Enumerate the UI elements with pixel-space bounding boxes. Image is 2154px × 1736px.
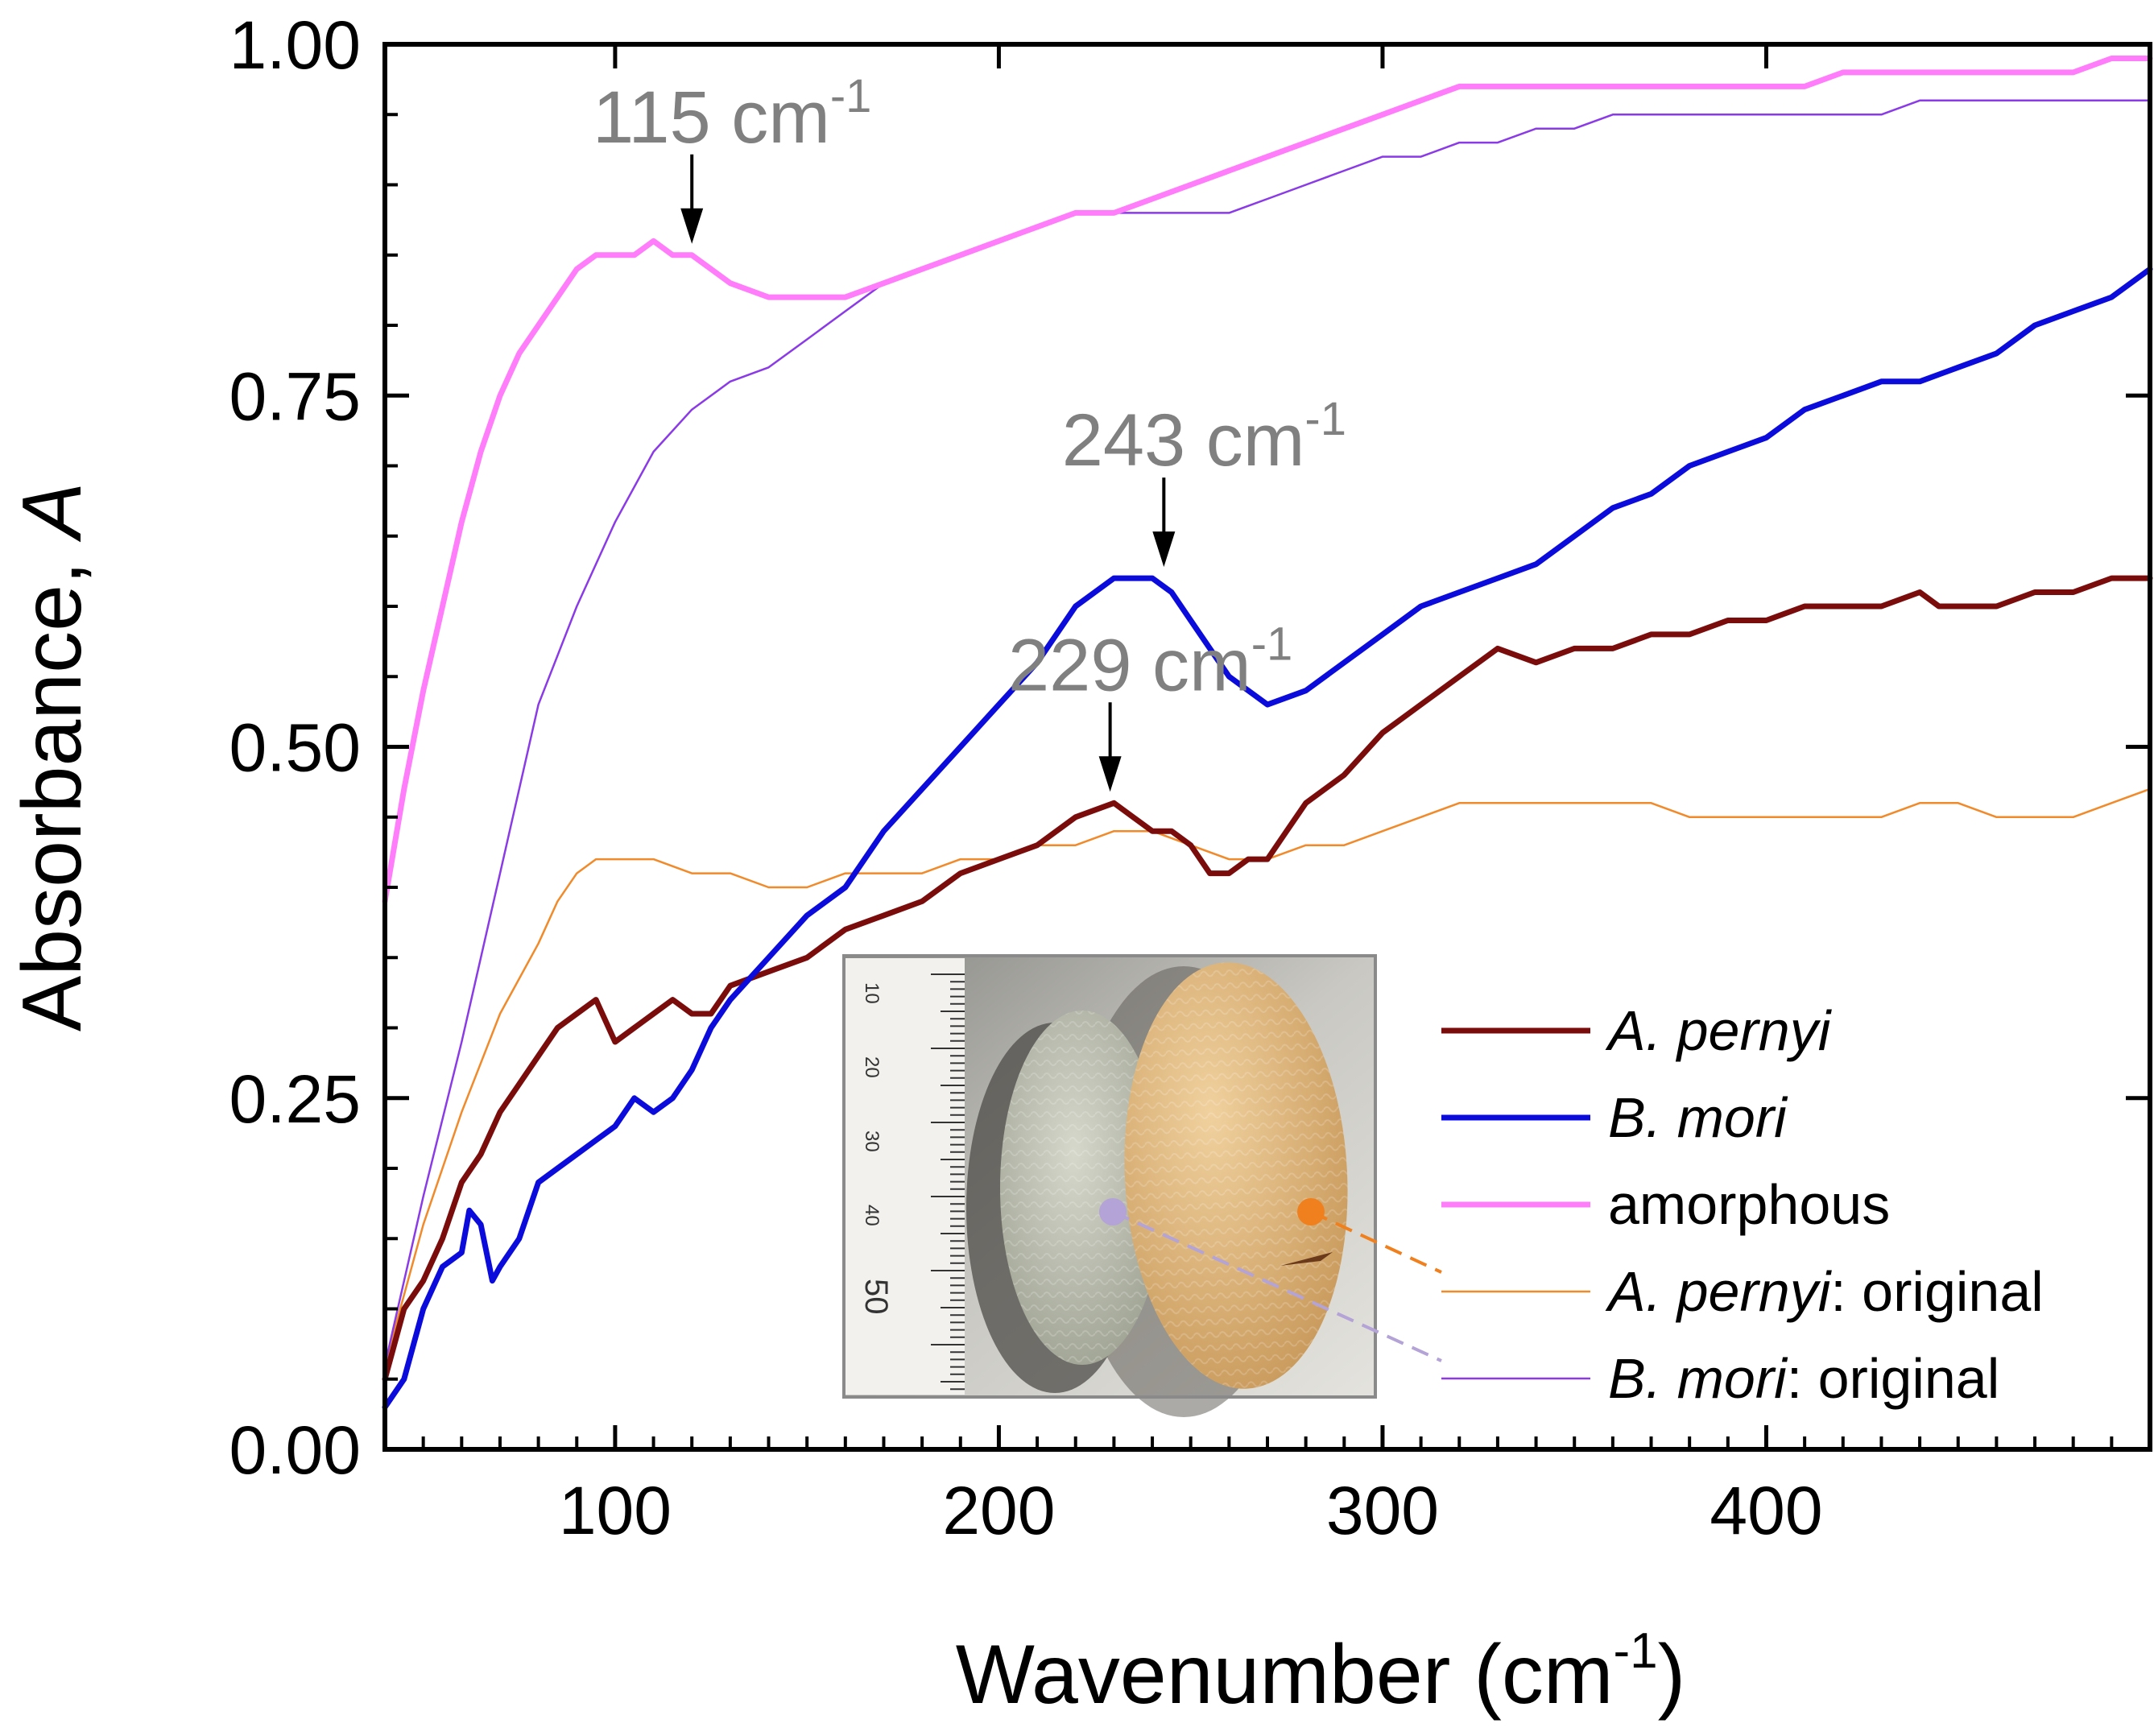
b-mori-connector-line: [1112, 1210, 1442, 1362]
annotation-label: 243 cm-1: [1062, 393, 1346, 482]
ruler-label: 50: [858, 1279, 894, 1315]
legend-entry-apo: A. pernyi: original: [1441, 1260, 2044, 1323]
a-pernyi-marker-dot: [1297, 1198, 1325, 1226]
b-mori-marker-dot: [1099, 1198, 1127, 1226]
legend-entry-am: amorphous: [1441, 1173, 1890, 1236]
ruler-labels: 10 20 30 40 50: [858, 982, 894, 1315]
x-tick-label: 200: [942, 1473, 1055, 1548]
legend-entry-ap: A. pernyi: [1441, 999, 1833, 1062]
y-axis-title: Absorbance, A: [6, 482, 99, 1031]
x-axis-title: Wavenumber (cm-1): [956, 1623, 1686, 1722]
y-tick-label: 0.50: [229, 710, 362, 786]
cocoon-tear: [1280, 1252, 1333, 1266]
legend-label: amorphous: [1608, 1173, 1890, 1236]
series-line-bmo: [383, 99, 2152, 1366]
legend-label: B. mori: [1608, 1086, 1788, 1149]
b-mori-cocoon-texture: [1000, 1011, 1164, 1365]
legend-label: A. pernyi: original: [1605, 1260, 2044, 1323]
ruler-label: 20: [861, 1056, 883, 1078]
ruler-label: 40: [861, 1205, 883, 1226]
ruler-ticks: [931, 973, 965, 1391]
y-tick-label: 0.25: [229, 1061, 362, 1137]
peak-annotation-115: 115 cm-1: [593, 70, 871, 244]
legend-label: A. pernyi: [1605, 999, 1833, 1062]
annotation-arrow-head: [1152, 531, 1176, 568]
a-pernyi-cocoon-texture: [1124, 962, 1348, 1389]
y-tick-label: 0.00: [229, 1412, 362, 1488]
annotation-label: 115 cm-1: [593, 70, 871, 159]
legend-entry-bm: B. mori: [1441, 1086, 1788, 1149]
a-pernyi-connector-line: [1310, 1210, 1442, 1274]
ruler-label: 10: [861, 982, 883, 1004]
x-tick-label: 400: [1710, 1473, 1822, 1548]
peak-annotations: 115 cm-1 243 cm-1 229 cm-1: [593, 70, 1346, 792]
ruler-label: 30: [861, 1130, 883, 1152]
y-tick-label: 1.00: [229, 7, 362, 83]
annotation-arrow-head: [680, 208, 704, 244]
ruler: [845, 958, 965, 1395]
peak-annotation-243: 243 cm-1: [1062, 393, 1346, 568]
inset-frame: [842, 954, 1377, 1399]
legend-entry-bmo: B. mori: original: [1441, 1347, 1999, 1410]
series-line-apo: [383, 787, 2152, 1366]
series-layer: [382, 56, 2153, 1411]
axes: 100 200 300 400 0.00 0.25 0.50 0.75 1.00: [229, 7, 2152, 1548]
series-line-am: [382, 56, 2153, 904]
annotation-arrow-head: [1098, 756, 1122, 792]
cocoon-photo-inset: 10 20 30 40 50: [842, 954, 1377, 1417]
legend: A. pernyi B. mori amorphous A. pernyi: orig…: [1441, 999, 2044, 1410]
legend-label: B. mori: original: [1608, 1347, 1999, 1410]
peak-annotation-229: 229 cm-1: [1008, 618, 1292, 792]
series-line-bm: [382, 266, 2153, 1411]
x-tick-label: 100: [559, 1473, 672, 1548]
annotation-label: 229 cm-1: [1008, 618, 1292, 706]
x-tick-label: 300: [1326, 1473, 1439, 1548]
series-line-ap: [382, 575, 2153, 1383]
y-tick-label: 0.75: [229, 358, 362, 434]
